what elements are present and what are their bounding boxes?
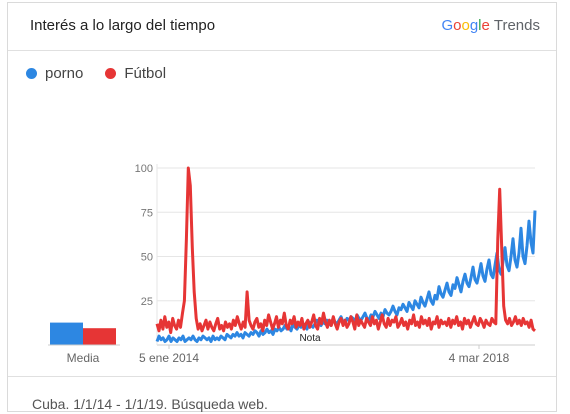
average-bar-futbol bbox=[83, 328, 116, 345]
note-annotation[interactable]: Nota bbox=[299, 333, 321, 344]
legend-item-futbol[interactable]: Fútbol bbox=[105, 65, 166, 82]
footer-text: Cuba. 1/1/14 - 1/1/19. Búsqueda web. bbox=[32, 396, 268, 412]
google-wordmark: Google bbox=[441, 17, 490, 34]
average-bars bbox=[48, 322, 120, 346]
trends-wordmark: Trends bbox=[493, 17, 540, 34]
series-line-futbol bbox=[155, 166, 536, 335]
legend-label-futbol: Fútbol bbox=[124, 65, 167, 82]
average-label: Media bbox=[67, 351, 100, 365]
legend-dot-porno bbox=[26, 68, 37, 79]
y-tick-labels: 100 75 50 25 bbox=[135, 163, 153, 308]
gridlines bbox=[156, 164, 535, 346]
x-tick-labels: 5 ene 2014 4 mar 2018 bbox=[139, 345, 510, 365]
y-tick-label: 25 bbox=[141, 296, 153, 308]
legend: porno Fútbol bbox=[26, 65, 188, 82]
y-tick-label: 100 bbox=[135, 163, 153, 175]
x-tick-label: 5 ene 2014 bbox=[139, 351, 199, 365]
chart-title: Interés a lo largo del tiempo bbox=[30, 17, 216, 34]
card-footer: Cuba. 1/1/14 - 1/1/19. Búsqueda web. bbox=[8, 376, 556, 414]
y-tick-label: 50 bbox=[141, 252, 153, 264]
y-tick-label: 75 bbox=[141, 207, 153, 219]
legend-dot-futbol bbox=[105, 68, 117, 79]
legend-label-porno: porno bbox=[45, 65, 84, 82]
google-trends-logo[interactable]: Google Trends bbox=[441, 17, 540, 34]
x-tick-label: 4 mar 2018 bbox=[449, 351, 510, 365]
average-bar-porno bbox=[50, 322, 83, 345]
series-lines bbox=[155, 166, 537, 343]
trends-card: Interés a lo largo del tiempo Google Tren… bbox=[7, 2, 557, 412]
card-header: Interés a lo largo del tiempo Google Tren… bbox=[8, 3, 556, 51]
chart-area[interactable]: 100 75 50 25 5 ene 2014 4 mar 2018 Media Not… bbox=[8, 3, 558, 373]
legend-item-porno[interactable]: porno bbox=[26, 65, 83, 82]
